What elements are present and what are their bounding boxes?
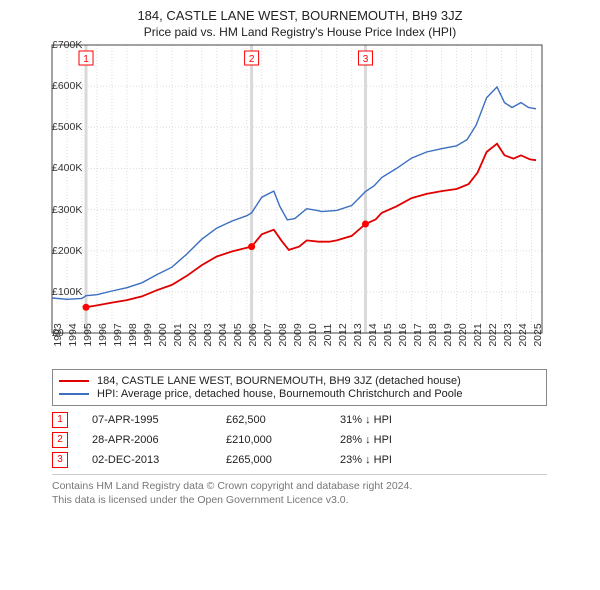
sale-band	[250, 45, 253, 333]
legend-swatch-property	[59, 380, 89, 382]
x-axis-label: 2023	[502, 323, 514, 346]
x-axis-label: 2011	[322, 324, 334, 347]
sale-event-date: 02-DEC-2013	[92, 454, 202, 466]
chart-legend: 184, CASTLE LANE WEST, BOURNEMOUTH, BH9 …	[52, 369, 547, 406]
x-axis-label: 2020	[457, 323, 469, 346]
sale-event-price: £210,000	[226, 434, 316, 446]
sale-event-delta: 31% ↓ HPI	[340, 414, 450, 426]
sale-point	[248, 243, 255, 250]
sale-label-num: 1	[83, 54, 89, 65]
sale-event-marker: 1	[52, 412, 68, 428]
legend-label-hpi: HPI: Average price, detached house, Bour…	[97, 388, 462, 400]
sale-event-delta: 28% ↓ HPI	[340, 434, 450, 446]
sale-event-marker: 3	[52, 452, 68, 468]
sale-event-date: 28-APR-2006	[92, 434, 202, 446]
legend-row: 184, CASTLE LANE WEST, BOURNEMOUTH, BH9 …	[59, 375, 540, 387]
sale-event-marker: 2	[52, 432, 68, 448]
x-axis-label: 2025	[532, 323, 544, 346]
price-chart: 123£0£100K£200K£300K£400K£500K£600K£700K…	[8, 43, 548, 361]
x-axis-label: 2007	[262, 323, 274, 346]
sale-point	[83, 304, 90, 311]
x-axis-label: 2015	[382, 323, 394, 346]
sale-events-table: 1 07-APR-1995 £62,500 31% ↓ HPI 2 28-APR-2006…	[52, 412, 547, 468]
x-axis-label: 2017	[412, 323, 424, 346]
legend-label-property: 184, CASTLE LANE WEST, BOURNEMOUTH, BH9 …	[97, 375, 461, 387]
footer-attribution: Contains HM Land Registry data © Crown c…	[52, 474, 547, 507]
x-axis-label: 1993	[52, 323, 64, 346]
x-axis-label: 2021	[472, 323, 484, 346]
chart-subtitle: Price paid vs. HM Land Registry's House …	[8, 25, 592, 39]
x-axis-label: 1994	[67, 323, 79, 346]
x-axis-label: 2003	[202, 323, 214, 346]
legend-swatch-hpi	[59, 393, 89, 395]
x-axis-label: 2000	[157, 323, 169, 346]
x-axis-label: 2005	[232, 323, 244, 346]
x-axis-label: 2001	[172, 323, 184, 346]
footer-line: This data is licensed under the Open Gov…	[52, 493, 547, 507]
x-axis-label: 2014	[367, 323, 379, 346]
x-axis-label: 2013	[352, 323, 364, 346]
legend-row: HPI: Average price, detached house, Bour…	[59, 388, 540, 400]
x-axis-label: 2008	[277, 323, 289, 346]
sale-event-delta: 23% ↓ HPI	[340, 454, 450, 466]
x-axis-label: 2010	[307, 323, 319, 346]
sale-event-row: 2 28-APR-2006 £210,000 28% ↓ HPI	[52, 432, 547, 448]
plot-bg	[52, 45, 542, 333]
x-axis-label: 2009	[292, 323, 304, 346]
x-axis-label: 2004	[217, 323, 229, 346]
x-axis-label: 1997	[112, 323, 124, 346]
sale-event-row: 3 02-DEC-2013 £265,000 23% ↓ HPI	[52, 452, 547, 468]
footer-line: Contains HM Land Registry data © Crown c…	[52, 479, 547, 493]
sale-label-num: 3	[363, 54, 369, 65]
x-axis-label: 2012	[337, 323, 349, 346]
x-axis-label: 2018	[427, 323, 439, 346]
sale-label-num: 2	[249, 54, 255, 65]
x-axis-label: 2016	[397, 323, 409, 346]
sale-event-price: £62,500	[226, 414, 316, 426]
sale-point	[362, 220, 369, 227]
x-axis-label: 1998	[127, 323, 139, 346]
x-axis-label: 2024	[517, 323, 529, 346]
x-axis-label: 2002	[187, 323, 199, 346]
chart-title: 184, CASTLE LANE WEST, BOURNEMOUTH, BH9 …	[8, 8, 592, 23]
x-axis-label: 2006	[247, 323, 259, 346]
x-axis-label: 1999	[142, 323, 154, 346]
chart-svg: 1 2 3	[8, 43, 548, 361]
sale-band	[85, 45, 88, 333]
sale-event-price: £265,000	[226, 454, 316, 466]
x-axis-label: 1995	[82, 323, 94, 346]
sale-event-date: 07-APR-1995	[92, 414, 202, 426]
x-axis-label: 2022	[487, 323, 499, 346]
x-axis-label: 1996	[97, 323, 109, 346]
sale-event-row: 1 07-APR-1995 £62,500 31% ↓ HPI	[52, 412, 547, 428]
x-axis-label: 2019	[442, 323, 454, 346]
